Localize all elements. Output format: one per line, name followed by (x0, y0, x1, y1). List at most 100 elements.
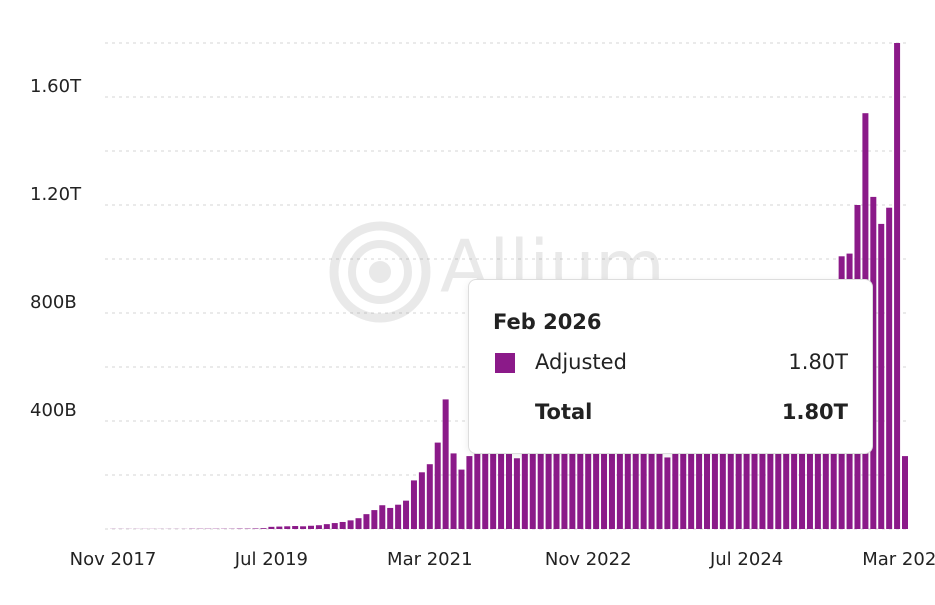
bar (355, 518, 362, 529)
bar (466, 456, 473, 529)
tooltip-row: Total 1.80T (493, 398, 848, 428)
bar (902, 456, 908, 529)
bar (822, 383, 829, 529)
bar (601, 442, 608, 529)
bar (403, 500, 410, 529)
bar (751, 412, 758, 529)
bar (799, 396, 806, 529)
bar (426, 464, 433, 529)
legend-swatch (495, 353, 515, 373)
bar (616, 437, 623, 529)
bar (434, 442, 441, 529)
bar (680, 437, 687, 529)
y-tick-label: 1.60T (30, 76, 82, 97)
bar (688, 434, 695, 529)
bar (561, 434, 568, 529)
bar (315, 525, 322, 529)
bar (783, 402, 790, 529)
tooltip-value: 1.80T (781, 400, 848, 424)
bar (648, 437, 655, 529)
tooltip-value: 1.80T (788, 350, 848, 374)
tooltip-series-name: Total (535, 400, 593, 424)
bar (719, 423, 726, 529)
bar (268, 526, 275, 529)
bar (704, 429, 710, 529)
bar (331, 523, 338, 529)
bar (450, 453, 457, 529)
bar (300, 526, 307, 529)
bar (775, 404, 782, 529)
bar (513, 458, 520, 529)
bar (379, 505, 386, 529)
bar (339, 521, 346, 529)
bar (395, 504, 402, 529)
bar (308, 525, 314, 529)
bar (545, 439, 552, 529)
x-tick-label: Mar 2021 (387, 549, 473, 570)
bar (593, 445, 600, 529)
bar (490, 434, 497, 529)
bar (442, 399, 449, 529)
bar (878, 223, 885, 529)
bar (458, 469, 465, 529)
bar (743, 415, 750, 529)
bar (632, 431, 639, 529)
bar (577, 439, 584, 529)
bar (585, 442, 592, 529)
bar (640, 434, 647, 529)
bar (870, 196, 877, 529)
y-tick-label: 1.20T (30, 184, 82, 205)
bar (624, 434, 631, 529)
bar (284, 526, 291, 529)
bar (672, 439, 679, 529)
bar (418, 472, 425, 529)
x-tick-label: Mar 2026 (862, 549, 935, 570)
bar (482, 442, 489, 529)
bar (696, 431, 703, 529)
bar (806, 394, 813, 529)
watermark-logo (369, 261, 391, 283)
bar (474, 448, 481, 529)
bar (276, 526, 283, 529)
tooltip: Feb 2026 Adjusted 1.80T Total 1.80T (468, 279, 873, 454)
bar (711, 426, 718, 529)
bar (252, 528, 259, 529)
bar (886, 207, 893, 529)
bar (506, 448, 512, 529)
bar (529, 445, 536, 529)
bar (537, 442, 544, 529)
bar (814, 388, 821, 529)
x-tick-label: Jul 2019 (234, 549, 308, 570)
bar (498, 439, 505, 529)
bar (664, 457, 671, 529)
bar (894, 43, 901, 529)
bar (260, 528, 267, 529)
tooltip-series-name: Adjusted (535, 350, 627, 374)
bar (363, 514, 370, 529)
tooltip-row: Adjusted 1.80T (493, 348, 848, 378)
bar (791, 399, 798, 529)
bar (759, 410, 766, 529)
bar (521, 448, 528, 529)
bar (410, 480, 417, 529)
x-tick-label: Jul 2024 (709, 549, 783, 570)
bar (347, 520, 354, 529)
tooltip-title: Feb 2026 (493, 310, 602, 334)
bar (323, 524, 330, 529)
bar (735, 418, 742, 529)
y-tick-label: 400B (30, 400, 77, 421)
watermark-logo (348, 240, 412, 304)
bar (371, 510, 378, 529)
bar (569, 437, 576, 529)
bar (608, 439, 615, 529)
y-tick-label: 800B (30, 292, 77, 313)
bar (656, 439, 663, 529)
bar (767, 407, 774, 529)
bar (727, 421, 734, 529)
watermark-logo (329, 221, 431, 323)
bar (387, 507, 394, 529)
bar (553, 437, 560, 529)
x-tick-label: Nov 2022 (545, 549, 632, 570)
x-tick-label: Nov 2017 (70, 549, 157, 570)
